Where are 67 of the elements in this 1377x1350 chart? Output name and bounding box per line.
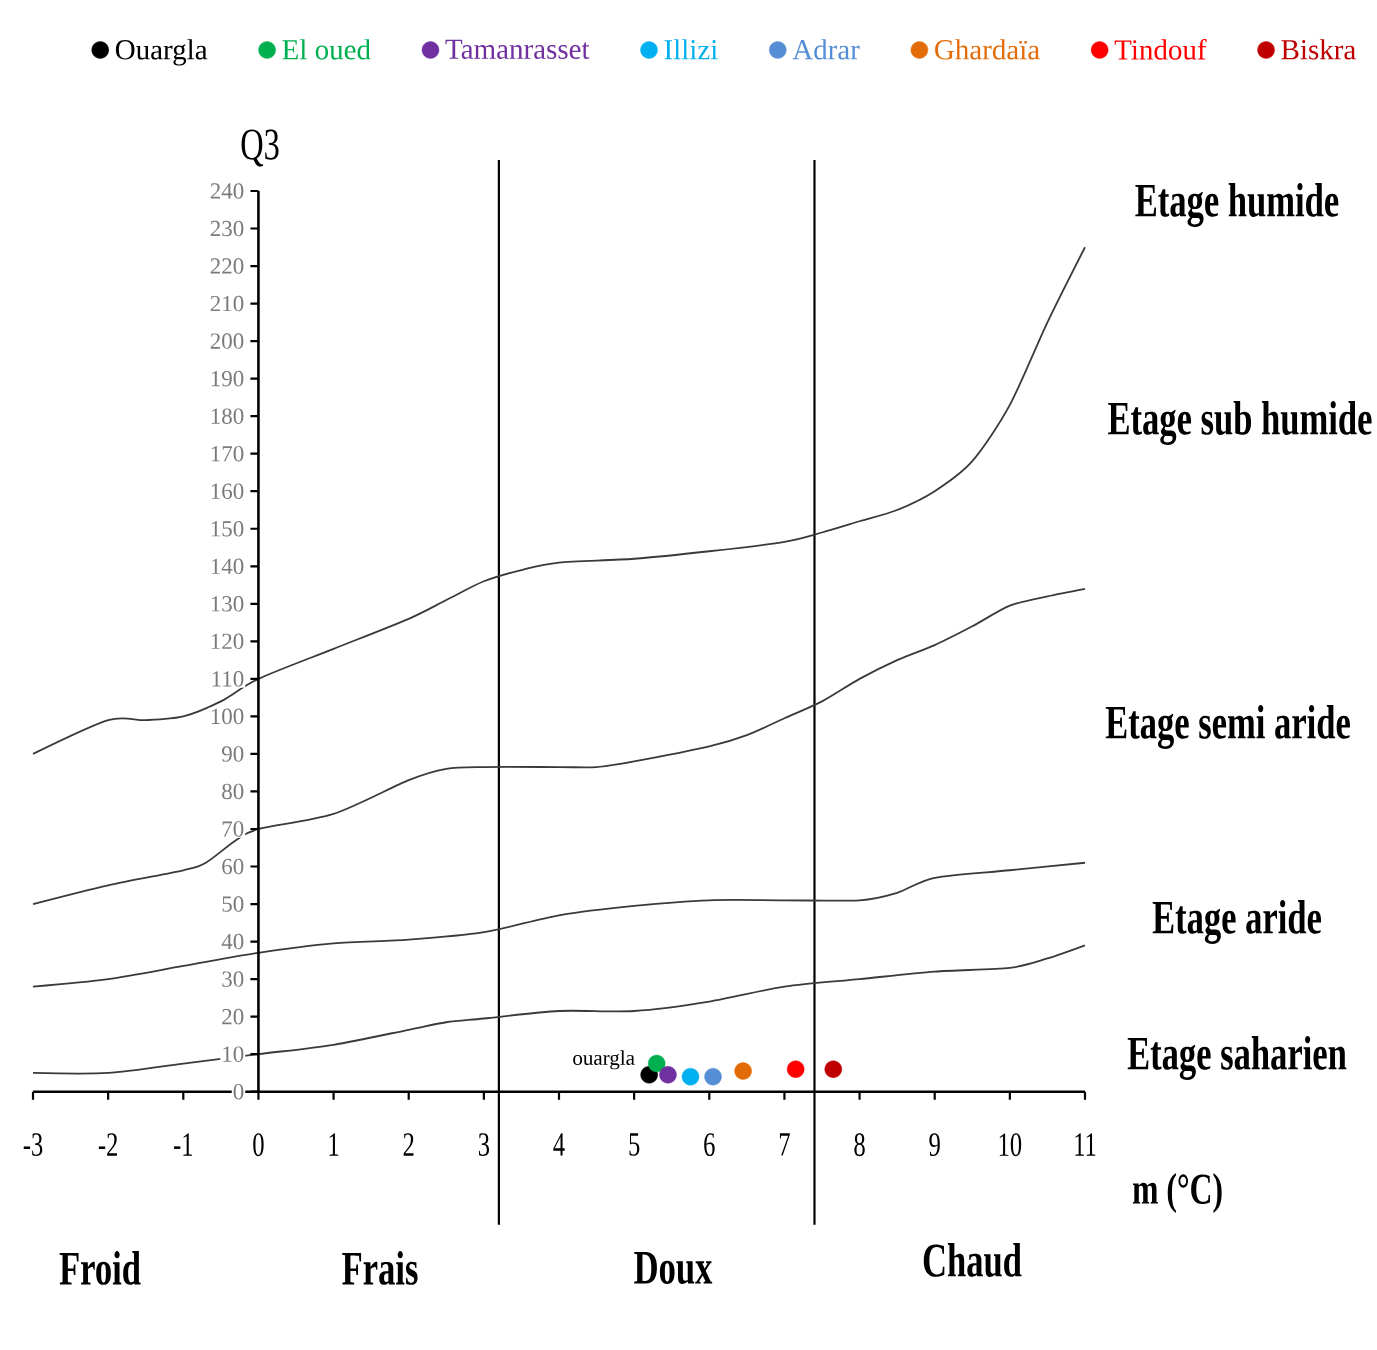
y-tick-label: 210 (210, 295, 244, 312)
x-tick-label: -2 (98, 1133, 117, 1156)
x-tick-label: 9 (929, 1133, 940, 1157)
y-tick-label: 150 (211, 520, 244, 537)
y-tick-label: 160 (211, 483, 244, 499)
y-tick-label: 130 (211, 596, 244, 612)
y-tick-label: 10 (223, 1046, 244, 1062)
y-tick-label: 220 (210, 258, 244, 274)
y-tick-label: 120 (211, 633, 244, 650)
legend-label: Tamanrasset (445, 39, 590, 59)
x-tick-label: -1 (174, 1133, 193, 1156)
y-tick-label: 110 (212, 671, 244, 687)
text: Etage humide (1135, 183, 1339, 227)
x-tick-label: -3 (23, 1133, 43, 1157)
y-tick-label: 200 (210, 333, 244, 349)
y-tick-label: 40 (221, 933, 244, 950)
x-tick-label: 3 (478, 1133, 490, 1157)
y-tick-label: 190 (211, 370, 244, 387)
point (647, 1054, 666, 1073)
legend-label: Ouargla (115, 39, 208, 66)
legend-label: Illizi (664, 39, 718, 60)
point (787, 1060, 805, 1078)
text: Etage semi aride (1105, 705, 1350, 749)
x-tick-label: 0 (253, 1133, 264, 1157)
x-tick-label: 2 (403, 1133, 414, 1156)
point (734, 1062, 752, 1080)
y-tick-label: 170 (211, 445, 244, 462)
legend-label: Tindouf (1114, 38, 1207, 60)
text: Etage saharien (1127, 1036, 1347, 1080)
legend-label: El oued (282, 39, 371, 60)
point (704, 1067, 722, 1086)
y-tick-label: 20 (222, 1008, 244, 1025)
y-axis-title: Q3 (241, 129, 279, 167)
legend-label: Adrar (792, 39, 860, 60)
x-tick-label: 11 (1075, 1133, 1096, 1156)
x-tick-label: 4 (553, 1133, 565, 1156)
x-axis-title: m (°C) (1132, 1173, 1222, 1213)
y-tick-label: 240 (210, 183, 244, 199)
text: Chaud (923, 1243, 1022, 1277)
point (824, 1060, 842, 1078)
legend-label: Ghardaïa (935, 39, 1040, 60)
y-tick-label: 180 (211, 408, 244, 424)
text: Doux (634, 1251, 713, 1284)
point (681, 1067, 700, 1086)
y-tick-label: 90 (221, 746, 244, 762)
y-tick-label: 0 (233, 1083, 244, 1100)
x-tick-label: 10 (999, 1133, 1022, 1157)
y-tick-label: 30 (222, 971, 244, 987)
y-tick-label: 60 (222, 858, 244, 875)
point (659, 1066, 677, 1084)
y-tick-label: 140 (211, 558, 244, 575)
text: Froid (59, 1251, 141, 1285)
x-tick-label: 7 (779, 1133, 790, 1156)
x-tick-label: 1 (329, 1133, 339, 1156)
y-tick-label: 100 (211, 708, 244, 725)
x-tick-label: 5 (629, 1133, 640, 1156)
text: Etage aride (1152, 900, 1322, 944)
x-tick-label: 8 (854, 1133, 865, 1157)
y-tick-label: 80 (222, 783, 244, 800)
y-tick-label: 230 (210, 220, 244, 237)
legend-label: Biskra (1281, 39, 1356, 60)
annotation: ouargla (573, 1050, 635, 1070)
text: Etage sub humide (1108, 401, 1372, 445)
y-tick-label: 70 (222, 821, 244, 837)
y-tick-label: 50 (222, 896, 244, 912)
text: Frais (342, 1251, 418, 1285)
x-tick-label: 6 (704, 1133, 715, 1157)
